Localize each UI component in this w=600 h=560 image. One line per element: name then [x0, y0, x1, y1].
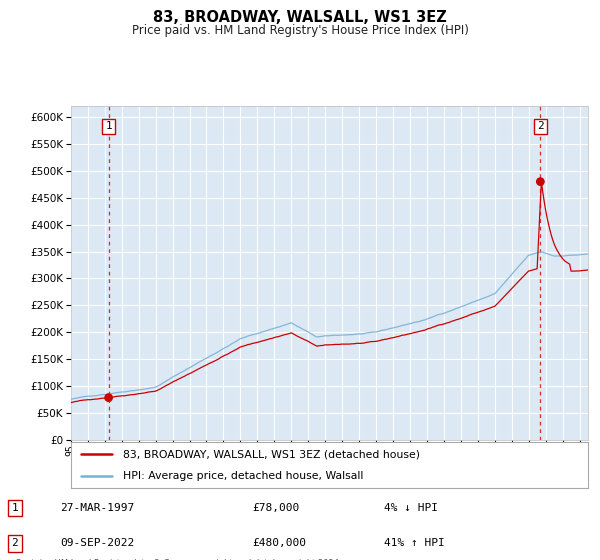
Text: £78,000: £78,000: [252, 503, 299, 513]
Text: 4% ↓ HPI: 4% ↓ HPI: [384, 503, 438, 513]
Text: 1: 1: [105, 122, 112, 132]
Point: [104, 393, 113, 402]
Text: Contains HM Land Registry data © Crown copyright and database right 2024.
This d: Contains HM Land Registry data © Crown c…: [15, 558, 341, 560]
Point: [536, 177, 545, 186]
Text: 1: 1: [11, 503, 19, 513]
Text: 83, BROADWAY, WALSALL, WS1 3EZ: 83, BROADWAY, WALSALL, WS1 3EZ: [153, 10, 447, 25]
Text: 27-MAR-1997: 27-MAR-1997: [60, 503, 134, 513]
Text: £480,000: £480,000: [252, 538, 306, 548]
Text: 41% ↑ HPI: 41% ↑ HPI: [384, 538, 445, 548]
Text: Price paid vs. HM Land Registry's House Price Index (HPI): Price paid vs. HM Land Registry's House …: [131, 24, 469, 36]
Text: 2: 2: [11, 538, 19, 548]
Text: 09-SEP-2022: 09-SEP-2022: [60, 538, 134, 548]
Text: HPI: Average price, detached house, Walsall: HPI: Average price, detached house, Wals…: [122, 472, 363, 482]
Text: 83, BROADWAY, WALSALL, WS1 3EZ (detached house): 83, BROADWAY, WALSALL, WS1 3EZ (detached…: [122, 449, 419, 459]
Text: 2: 2: [537, 122, 544, 132]
